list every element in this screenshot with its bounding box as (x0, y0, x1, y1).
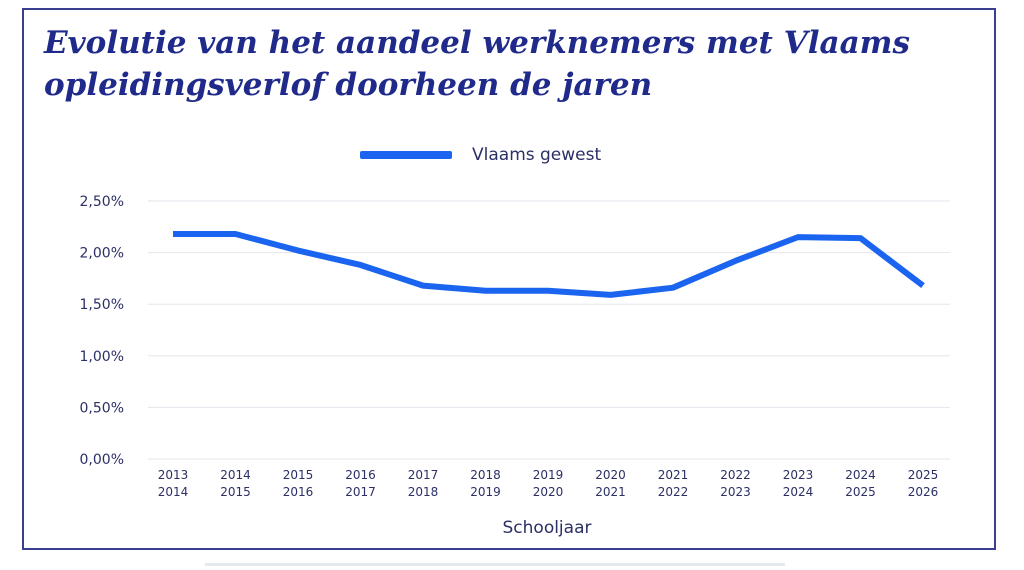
x-axis-title: Schooljaar (503, 518, 592, 538)
y-tick-label: 1,50% (80, 297, 124, 313)
x-tick-label: 2019 (470, 485, 501, 499)
x-tick-label: 2017 (345, 485, 376, 499)
x-tick-label: 2018 (408, 485, 439, 499)
x-tick-label: 2022 (658, 485, 689, 499)
series-line-vlaams-gewest (173, 231, 925, 298)
y-tick-label: 0,50% (80, 400, 124, 416)
legend: Vlaams gewest (360, 140, 601, 170)
x-tick-label: 2015 (220, 485, 251, 499)
bottom-rule (205, 563, 785, 566)
y-tick-label: 1,00% (80, 349, 124, 365)
x-tick-label: 2016 (345, 468, 376, 482)
legend-swatch-vlaams-gewest (360, 151, 452, 159)
x-tick-label: 2023 (783, 468, 814, 482)
x-tick-label: 2016 (283, 485, 314, 499)
legend-label-vlaams-gewest: Vlaams gewest (472, 145, 602, 165)
chart-title: Evolutie van het aandeel werknemers met … (44, 22, 944, 106)
chart-frame (22, 8, 996, 550)
x-tick-label: 2023 (720, 485, 751, 499)
x-tick-label: 2018 (470, 468, 501, 482)
x-tick-label: 2015 (283, 468, 314, 482)
x-tick-label: 2020 (595, 468, 626, 482)
x-tick-label: 2024 (783, 485, 814, 499)
y-tick-label: 2,00% (80, 246, 124, 262)
y-tick-label: 2,50% (80, 194, 124, 210)
x-tick-label: 2014 (220, 468, 251, 482)
x-tick-label: 2019 (533, 468, 564, 482)
chart-title-line-2: opleidingsverlof doorheen de jaren (44, 67, 653, 103)
x-tick-label: 2021 (595, 485, 626, 499)
x-tick-label: 2025 (908, 468, 939, 482)
x-tick-label: 2013 (158, 468, 189, 482)
chart-title-line-1: Evolutie van het aandeel werknemers met … (44, 25, 910, 61)
x-tick-label: 2024 (845, 468, 876, 482)
x-tick-label: 2026 (908, 485, 939, 499)
x-tick-label: 2025 (845, 485, 876, 499)
x-tick-label: 2022 (720, 468, 751, 482)
y-tick-label: 0,00% (80, 452, 124, 468)
x-tick-label: 2017 (408, 468, 439, 482)
x-tick-label: 2020 (533, 485, 564, 499)
x-tick-label: 2021 (658, 468, 689, 482)
x-tick-label: 2014 (158, 485, 189, 499)
